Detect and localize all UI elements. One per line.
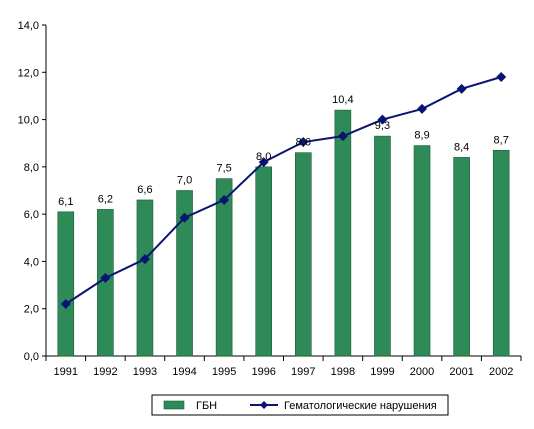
bar	[255, 166, 273, 357]
y-tick-label: 4,0	[24, 256, 39, 268]
bar-data-label: 6,6	[137, 184, 152, 196]
bar-data-label: 8,6	[296, 137, 311, 149]
line-series-hematological	[60, 72, 507, 309]
legend-swatch-gbn	[163, 400, 185, 410]
bar	[334, 109, 352, 357]
y-tick-label: 12,0	[18, 67, 39, 79]
x-tick-label: 2002	[489, 366, 513, 378]
series-line	[65, 76, 502, 305]
x-tick-label: 1993	[133, 366, 157, 378]
x-tick-label: 1994	[172, 366, 196, 378]
bar-data-label: 8,9	[414, 130, 429, 142]
x-tick-label: 2000	[410, 366, 434, 378]
x-tick-label: 1998	[331, 366, 355, 378]
legend-label-hematological: Гематологические нарушения	[284, 400, 437, 412]
x-tick-label: 1995	[212, 366, 236, 378]
line-point	[496, 72, 507, 83]
bar	[453, 157, 470, 357]
bar	[57, 211, 75, 357]
data-labels: 6,1 6,2 6,6 7,0 7,5 8,0 8,6 10,4 9,3 8,9 8,4 8,7	[58, 94, 509, 208]
bar-data-label: 8,4	[454, 141, 469, 153]
y-tick-label: 14,0	[18, 20, 39, 32]
bar	[374, 135, 391, 357]
legend: ГБН Гематологические нарушения	[151, 394, 449, 416]
bar	[176, 190, 193, 357]
bar	[294, 152, 312, 357]
line-point	[337, 131, 348, 142]
line-point	[417, 103, 428, 114]
y-tick-label: 0,0	[24, 351, 39, 363]
legend-label-gbn: ГБН	[196, 400, 217, 412]
y-tick-label: 6,0	[24, 209, 39, 221]
line-point	[139, 254, 150, 265]
line-point	[298, 137, 309, 148]
legend-marker-hematological	[260, 401, 268, 409]
bar	[492, 150, 510, 357]
y-tick-label: 10,0	[18, 115, 39, 127]
x-tick-label: 1992	[93, 366, 117, 378]
bar-data-label: 9,3	[375, 120, 390, 132]
x-tick-label: 2001	[449, 366, 473, 378]
line-point	[258, 157, 269, 168]
x-tick-label: 1999	[370, 366, 394, 378]
bar-data-label: 8,0	[256, 151, 271, 163]
line-point	[179, 212, 190, 223]
axes: 0,0 2,0 4,0 6,0 8,0 10,0 12,0 14,0 1991 1992 1993 1…	[18, 20, 522, 378]
bar-data-label: 10,4	[332, 94, 353, 106]
x-tick-label: 1996	[251, 366, 275, 378]
legend-box	[151, 394, 449, 416]
bar-data-label: 6,2	[98, 193, 113, 205]
bar-series-gbn	[57, 109, 510, 357]
bar-data-label: 7,0	[177, 175, 192, 187]
x-tick-label: 1997	[291, 366, 315, 378]
line-point	[377, 114, 388, 125]
line-point	[100, 272, 111, 283]
line-point	[219, 194, 230, 205]
x-tick-label: 1991	[54, 366, 78, 378]
bar-data-label: 6,1	[58, 196, 73, 208]
bar	[413, 145, 431, 357]
line-point	[60, 298, 71, 309]
y-tick-label: 8,0	[24, 162, 39, 174]
line-point	[456, 83, 467, 94]
bar-data-label: 7,5	[216, 163, 231, 175]
bar	[215, 178, 233, 357]
bar	[136, 199, 154, 357]
y-tick-label: 2,0	[24, 304, 39, 316]
bar-data-label: 8,7	[494, 134, 509, 146]
